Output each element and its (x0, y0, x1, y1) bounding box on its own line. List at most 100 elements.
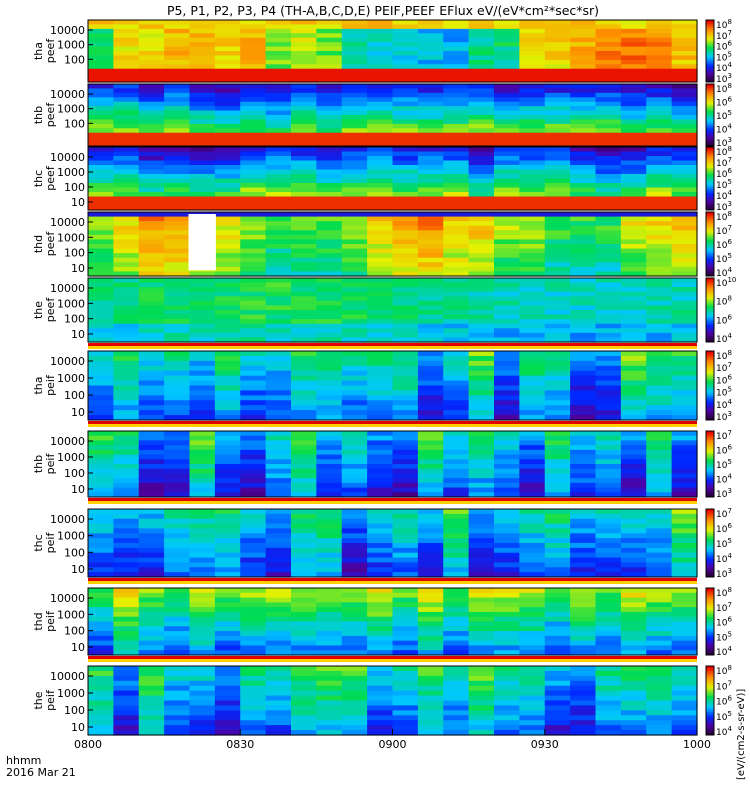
heatmap-cell (417, 110, 444, 116)
heatmap-cell (570, 137, 597, 143)
heatmap-cell (291, 84, 317, 90)
heatmap-cell (494, 156, 520, 162)
heatmap-cell (367, 449, 394, 456)
heatmap-cell (417, 523, 444, 530)
heatmap-cell (671, 454, 698, 460)
heatmap-cell (671, 337, 698, 343)
colorbar-swatch (706, 513, 714, 517)
heatmap-cell (138, 454, 165, 460)
heatmap-cell (88, 492, 114, 498)
colorbar-swatch (706, 252, 714, 256)
heatmap-cell (443, 212, 470, 218)
heatmap-cell (265, 715, 292, 721)
heatmap-cell (671, 239, 698, 245)
heatmap-cell (113, 64, 140, 70)
heatmap-cell (620, 262, 647, 268)
heatmap-cell (570, 59, 597, 65)
heatmap-cell (646, 328, 673, 334)
colorbar-swatch (706, 477, 714, 480)
heatmap-cell (265, 640, 292, 647)
heatmap-cell (671, 616, 698, 623)
heatmap-cell (468, 106, 495, 112)
heatmap-cell (646, 715, 673, 721)
colorbar-swatch (706, 189, 714, 192)
heatmap-cell (468, 482, 495, 489)
colorbar-swatch (706, 102, 714, 106)
heatmap-cell (291, 24, 317, 30)
heatmap-cell (443, 602, 470, 608)
heatmap-cell (316, 212, 343, 218)
heatmap-cell (367, 123, 394, 129)
heatmap-cell (265, 319, 292, 325)
heatmap-cell (189, 46, 216, 52)
heatmap-cell (367, 115, 394, 121)
heatmap-cell (291, 538, 317, 544)
heatmap-cell (214, 165, 241, 171)
heatmap-cell (240, 650, 267, 656)
heatmap-cell (88, 607, 114, 613)
heatmap-cell (291, 562, 317, 568)
heatmap-cell (392, 151, 419, 157)
heatmap-cell (494, 468, 520, 475)
heatmap-cell (316, 234, 343, 241)
heatmap-cell (671, 523, 698, 530)
colorbar-swatch (706, 331, 714, 334)
heatmap-cell (417, 92, 444, 98)
heatmap-cell (417, 97, 444, 103)
heatmap-cell (291, 28, 317, 34)
heatmap-cell (519, 165, 546, 171)
heatmap-cell (671, 88, 698, 94)
heatmap-cell (265, 328, 292, 334)
heatmap-cell (392, 97, 419, 103)
heatmap-cell (265, 239, 292, 245)
heatmap-cell (367, 178, 394, 184)
heatmap-cell (113, 562, 140, 568)
heatmap-cell (494, 97, 520, 103)
heatmap-cell (240, 685, 267, 692)
heatmap-cell (595, 137, 622, 143)
heatmap-cell (417, 262, 444, 268)
heatmap-cell (595, 710, 622, 716)
heatmap-cell (88, 552, 114, 559)
heatmap-cell (138, 543, 165, 549)
colorbar-swatch (706, 112, 714, 116)
heatmap-cell (595, 645, 622, 651)
heatmap-cell (367, 278, 394, 284)
heatmap-cell (214, 621, 241, 627)
heatmap-cell (265, 271, 292, 277)
heatmap-cell (494, 431, 520, 437)
heatmap-cell (494, 141, 520, 147)
heatmap-cell (570, 119, 597, 125)
heatmap-cell (620, 300, 647, 307)
heatmap-cell (494, 390, 520, 396)
heatmap-cell (214, 300, 241, 307)
heatmap-cell (341, 183, 368, 189)
heatmap-cell (443, 440, 470, 446)
heatmap-cell (367, 355, 394, 362)
heatmap-cell (291, 266, 317, 273)
heatmap-cell (164, 101, 191, 107)
heatmap-cell (417, 650, 444, 656)
heatmap-cell (341, 523, 368, 530)
heatmap-cell (367, 690, 394, 697)
heatmap-cell (265, 156, 292, 162)
heatmap-cell (341, 435, 368, 442)
heatmap-cell (417, 459, 444, 465)
heatmap-cell (88, 37, 114, 43)
colorbar-swatch (706, 527, 714, 530)
heatmap-cell (620, 37, 647, 43)
heatmap-cell (240, 454, 267, 460)
heatmap-cell (417, 319, 444, 325)
heatmap-cell (544, 435, 571, 442)
heatmap-cell (417, 720, 444, 726)
heatmap-cell (494, 110, 520, 116)
panel-probe-label: thc (32, 534, 45, 551)
heatmap-cell (367, 666, 394, 672)
heatmap-cell (214, 287, 241, 293)
heatmap-cell (316, 464, 343, 470)
heatmap-cell (164, 509, 191, 515)
heatmap-cell (240, 59, 267, 65)
colorbar-swatch (706, 563, 714, 567)
heatmap-cell (620, 123, 647, 129)
heatmap-cell (392, 55, 419, 61)
